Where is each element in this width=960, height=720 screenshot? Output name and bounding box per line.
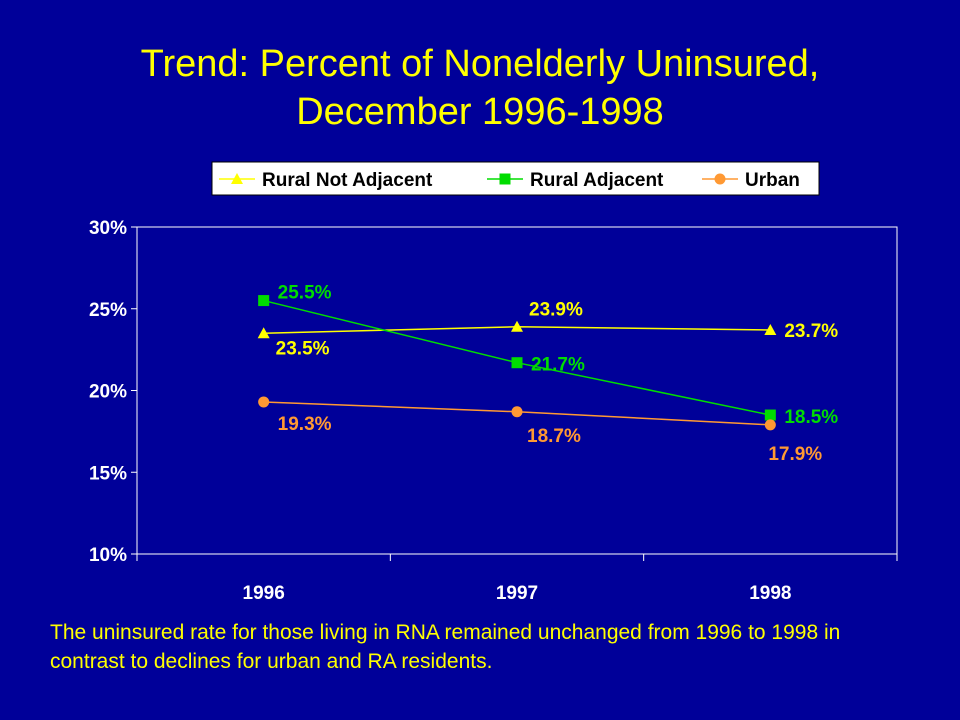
data-point — [511, 357, 523, 369]
data-point — [257, 327, 270, 339]
data-label: 17.9% — [768, 444, 822, 465]
y-tick-label: 25% — [89, 300, 127, 321]
data-label: 23.7% — [784, 321, 838, 342]
legend-entry: Rural Adjacent — [530, 170, 664, 191]
title-line-2: December 1996-1998 — [296, 91, 664, 133]
data-point — [258, 295, 270, 307]
y-tick-label: 30% — [89, 218, 127, 239]
legend: Rural Not Adjacent Rural Adjacent Urban — [211, 161, 820, 196]
data-point — [511, 406, 523, 418]
y-tick-label: 20% — [89, 382, 127, 403]
data-label: 19.3% — [278, 414, 332, 435]
title-line-1: Trend: Percent of Nonelderly Uninsured, — [140, 43, 820, 85]
data-label: 18.7% — [527, 426, 581, 447]
y-tick-label: 15% — [89, 463, 127, 484]
x-tick-label: 1996 — [243, 583, 285, 604]
caption: The uninsured rate for those living in R… — [50, 621, 841, 673]
series-markers — [257, 295, 777, 431]
legend-marker — [499, 173, 511, 185]
y-tick-label: 10% — [89, 545, 127, 566]
axes: 10% 15% 20% 25% 30% 1996 1997 1998 — [89, 218, 898, 604]
x-tick-label: 1998 — [749, 583, 791, 604]
data-label: 23.9% — [529, 300, 583, 321]
legend-marker — [714, 173, 726, 185]
data-point — [511, 320, 523, 332]
data-label: 23.5% — [276, 338, 330, 359]
data-labels: 23.5% 23.9% 23.7% 25.5% 21.7% 18.5% 19.3% 18.7%… — [276, 283, 839, 465]
x-tick-label: 1997 — [496, 583, 538, 604]
legend-marker — [231, 173, 243, 184]
data-point — [764, 324, 777, 336]
data-point — [764, 409, 776, 421]
data-point — [258, 396, 270, 408]
data-label: 21.7% — [531, 355, 585, 376]
data-label: 18.5% — [784, 407, 838, 428]
page-title: Trend: Percent of Nonelderly Uninsured, … — [0, 40, 960, 136]
legend-entry: Urban — [745, 170, 800, 191]
data-point — [764, 419, 776, 431]
data-label: 25.5% — [278, 283, 332, 304]
legend-entry: Rural Not Adjacent — [262, 170, 433, 191]
plot-area — [136, 226, 898, 555]
